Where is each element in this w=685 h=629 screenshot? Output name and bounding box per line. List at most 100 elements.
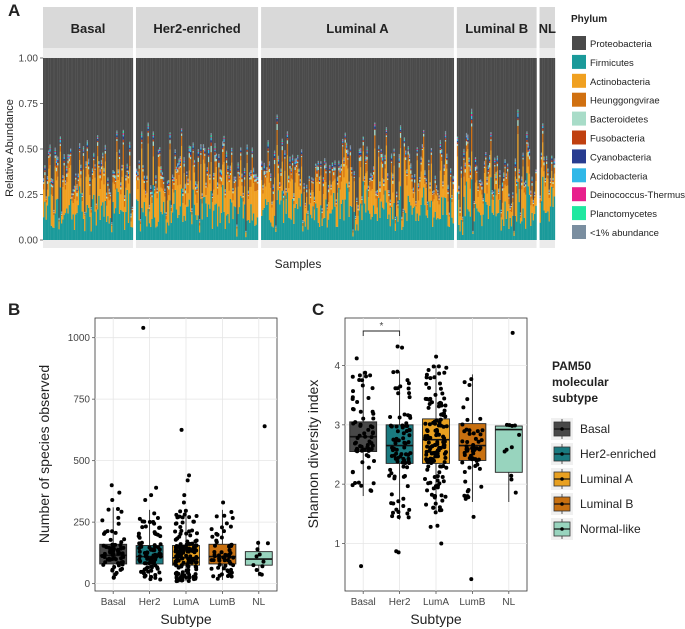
abundance-bar-segment <box>485 159 487 168</box>
abundance-bar-segment <box>333 170 335 173</box>
abundance-bar-segment <box>335 58 338 200</box>
abundance-bar-segment <box>141 133 143 136</box>
abundance-bar-segment <box>490 132 492 134</box>
abundance-bar-segment <box>518 171 521 173</box>
data-point <box>389 454 394 459</box>
abundance-bar-segment <box>55 58 58 156</box>
abundance-bar-segment <box>50 186 53 195</box>
abundance-bar-segment <box>214 151 216 153</box>
abundance-bar-segment <box>156 190 158 192</box>
abundance-bar-segment <box>407 58 410 147</box>
abundance-bar-segment <box>487 167 490 170</box>
abundance-bar-segment <box>256 180 259 182</box>
abundance-bar-segment <box>416 151 419 153</box>
abundance-bar-segment <box>402 212 404 227</box>
abundance-bar-segment <box>294 165 296 168</box>
abundance-bar-segment <box>166 183 169 185</box>
abundance-bar-segment <box>168 181 170 183</box>
abundance-bar-segment <box>200 146 202 148</box>
abundance-bar-segment <box>419 181 421 189</box>
abundance-bar-segment <box>365 212 367 240</box>
abundance-bar-segment <box>518 202 521 240</box>
abundance-bar-segment <box>151 218 153 240</box>
abundance-bar-segment <box>55 159 58 161</box>
abundance-bar-segment <box>75 214 77 240</box>
abundance-bar-segment <box>143 202 146 240</box>
abundance-bar-segment <box>495 175 497 176</box>
abundance-bar-segment <box>231 152 233 155</box>
abundance-bar-segment <box>77 190 80 206</box>
abundance-bar-segment <box>261 164 263 166</box>
abundance-bar-segment <box>421 147 424 148</box>
abundance-bar-segment <box>175 168 178 171</box>
abundance-bar-segment <box>55 162 58 166</box>
abundance-bar-segment <box>299 206 302 240</box>
abundance-bar-segment <box>225 152 228 154</box>
abundance-bar-segment <box>307 58 309 211</box>
abundance-bar-segment <box>387 58 389 174</box>
abundance-bar-segment <box>311 179 313 181</box>
abundance-bar-segment <box>507 164 509 166</box>
abundance-bar-segment <box>165 215 167 220</box>
abundance-bar-segment <box>446 157 448 160</box>
abundance-bar-segment <box>485 58 487 153</box>
abundance-bar-segment <box>204 147 206 149</box>
abundance-bar-segment <box>360 58 362 148</box>
abundance-bar-segment <box>250 186 252 205</box>
abundance-bar-segment <box>494 58 496 158</box>
abundance-bar-segment <box>321 208 323 209</box>
abundance-bar-segment <box>410 165 412 167</box>
abundance-bar-segment <box>522 152 524 154</box>
abundance-bar-segment <box>227 167 229 169</box>
data-point <box>174 521 179 526</box>
data-point <box>116 521 121 526</box>
abundance-bar-segment <box>432 201 434 227</box>
abundance-bar-segment <box>60 223 63 240</box>
abundance-bar-segment <box>50 183 53 185</box>
abundance-bar-segment <box>233 206 236 240</box>
abundance-bar-segment <box>381 158 384 161</box>
abundance-bar-segment <box>206 58 209 168</box>
abundance-bar-segment <box>192 165 194 190</box>
abundance-bar-segment <box>186 175 188 177</box>
abundance-bar-segment <box>450 168 452 170</box>
abundance-bar-segment <box>192 58 194 143</box>
abundance-bar-segment <box>234 179 237 180</box>
abundance-bar-segment <box>405 212 407 240</box>
abundance-bar-segment <box>245 232 247 238</box>
abundance-bar-segment <box>548 191 551 192</box>
abundance-bar-segment <box>77 177 80 179</box>
abundance-bar-segment <box>223 137 225 139</box>
abundance-bar-segment <box>476 58 478 166</box>
abundance-bar-segment <box>215 58 218 154</box>
abundance-bar-segment <box>320 205 322 240</box>
abundance-bar-segment <box>543 157 545 159</box>
abundance-bar-segment <box>225 160 228 163</box>
abundance-bar-segment <box>371 176 374 179</box>
abundance-bar-segment <box>138 161 140 163</box>
abundance-bar-segment <box>255 181 257 192</box>
abundance-bar-segment <box>112 170 114 172</box>
abundance-bar-segment <box>89 195 91 217</box>
abundance-bar-segment <box>334 167 336 171</box>
abundance-bar-segment <box>264 58 267 171</box>
abundance-bar-segment <box>503 178 505 179</box>
abundance-bar-segment <box>343 160 345 162</box>
abundance-bar-segment <box>347 158 349 160</box>
abundance-bar-segment <box>304 208 307 227</box>
abundance-bar-segment <box>233 179 236 181</box>
abundance-bar-segment <box>304 205 307 207</box>
data-point <box>370 425 375 430</box>
data-point <box>174 512 179 517</box>
data-point <box>180 515 185 520</box>
abundance-bar-segment <box>141 135 143 136</box>
abundance-bar-segment <box>543 156 545 158</box>
abundance-bar-segment <box>62 179 64 181</box>
abundance-bar-segment <box>84 231 86 240</box>
abundance-bar-segment <box>183 162 185 164</box>
abundance-bar-segment <box>476 172 478 181</box>
data-point <box>145 565 150 570</box>
abundance-bar-segment <box>77 175 80 178</box>
abundance-bar-segment <box>546 177 548 213</box>
abundance-bar-segment <box>318 179 321 181</box>
